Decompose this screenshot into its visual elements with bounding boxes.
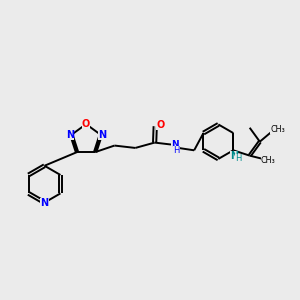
Text: N: N [40, 198, 49, 208]
Text: O: O [82, 118, 90, 128]
Text: CH₃: CH₃ [261, 157, 275, 166]
Text: H: H [173, 146, 179, 155]
Text: N: N [230, 151, 238, 160]
Text: CH₃: CH₃ [270, 125, 285, 134]
Text: N: N [98, 130, 106, 140]
Text: H: H [236, 154, 242, 163]
Text: N: N [66, 130, 74, 140]
Text: O: O [156, 120, 165, 130]
Text: N: N [171, 140, 178, 149]
